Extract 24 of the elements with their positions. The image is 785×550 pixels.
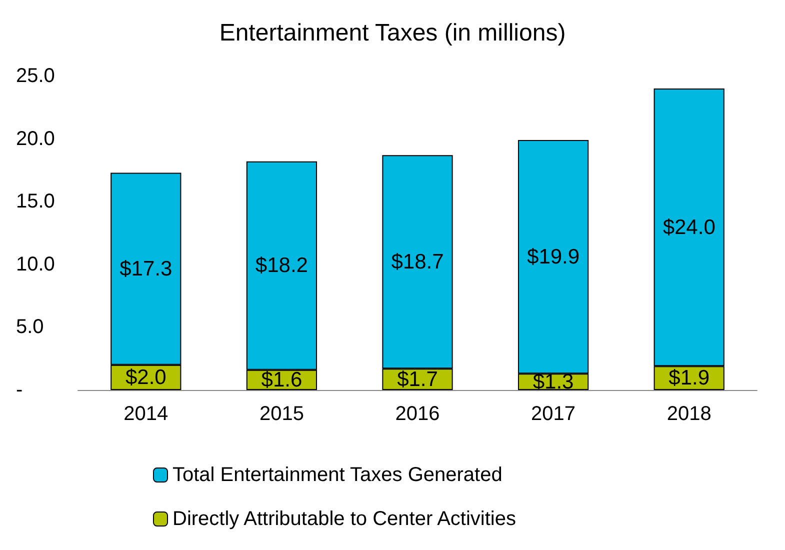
total-label: $17.3 [120,257,172,280]
y-tick-label: 10.0 [16,253,55,276]
data-label: $1.9 [668,366,710,390]
total-label: $18.2 [255,254,308,278]
total-label: $18.7 [391,250,444,274]
y-tick-label: 5.0 [16,316,44,338]
y-tick-label: 20.0 [16,128,55,150]
x-tick-label: 2015 [259,403,304,425]
legend-label: Directly Attributable to Center Activities [172,508,516,530]
x-tick-label: 2014 [124,403,168,425]
x-tick-label: 2017 [531,403,576,425]
x-tick-label: 2018 [666,403,712,425]
data-label: $1.6 [261,368,302,392]
y-tick-label: 25.0 [16,65,55,87]
total-label: $19.9 [527,245,580,268]
total-label: $24.0 [662,216,716,239]
y-tick-label: 15.0 [16,190,55,213]
data-label: $1.7 [397,368,438,391]
y-tick-label: - [16,379,23,401]
legend-label: Total Entertainment Taxes Generated [172,464,502,486]
data-label: $1.3 [532,370,574,394]
data-label: $2.0 [125,366,166,389]
x-tick-label: 2016 [395,403,440,425]
chart-title: Entertainment Taxes (in millions) [219,20,566,46]
